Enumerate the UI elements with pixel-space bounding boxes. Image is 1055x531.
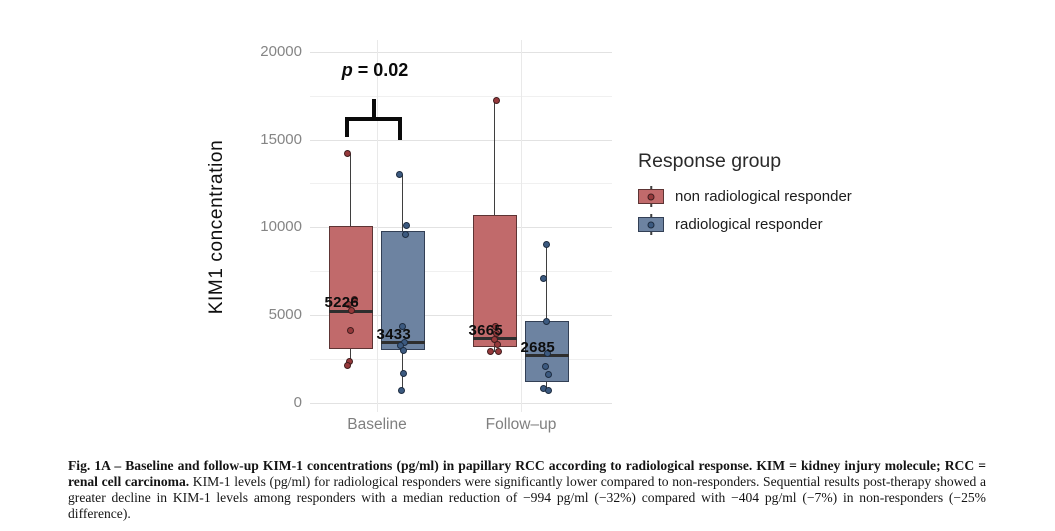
whisker-high — [349, 153, 352, 226]
caption-bold-text: Fig. 1A – Baseline and follow-up KIM-1 c… — [68, 458, 986, 489]
x-tick-label-baseline: Baseline — [347, 416, 407, 433]
data-point — [495, 348, 502, 356]
data-point — [399, 323, 406, 331]
y-tick-label-0: 0 — [293, 394, 302, 411]
caption-body-text: KIM-1 levels (pg/ml) for radiological re… — [68, 473, 986, 521]
median-value-label: 3433 — [376, 325, 412, 343]
p-value-annotation: p = 0.02 — [325, 60, 425, 81]
data-point — [396, 171, 403, 179]
boxplot-key-icon — [638, 214, 664, 235]
p-value-text: = 0.02 — [352, 60, 409, 80]
data-point — [493, 96, 500, 104]
legend-label-non-responder: non radiological responder — [675, 188, 852, 205]
data-point — [492, 322, 499, 330]
data-point — [400, 369, 407, 377]
legend: Response group non radiological responde… — [638, 150, 852, 244]
y-tick-label-5000: 5000 — [268, 306, 302, 323]
gridline-minor — [310, 183, 612, 185]
data-point — [544, 350, 551, 358]
data-point — [347, 327, 354, 335]
gridline-minor — [310, 271, 612, 273]
legend-item-non-responder: non radiological responder — [638, 186, 852, 207]
whisker-low — [349, 348, 352, 363]
data-point — [542, 362, 549, 370]
figure-caption: Fig. 1A – Baseline and follow-up KIM-1 c… — [68, 458, 986, 522]
gridline-major — [310, 139, 612, 141]
significance-bracket-stem — [372, 99, 376, 120]
gridline-vertical — [377, 40, 378, 412]
significance-bracket-left-leg — [345, 117, 349, 137]
y-tick-label-10000: 10000 — [260, 218, 302, 235]
data-point — [348, 307, 355, 315]
x-tick-label-followup: Follow–up — [485, 416, 557, 433]
legend-title: Response group — [638, 150, 782, 172]
data-point — [400, 346, 407, 354]
data-point — [543, 241, 550, 249]
significance-bracket-right-leg — [398, 117, 402, 140]
median-value-label: 5226 — [324, 294, 360, 312]
legend-item-responder: radiological responder — [638, 214, 852, 235]
data-point — [543, 317, 550, 325]
data-point — [487, 347, 494, 355]
gridline-major — [310, 227, 612, 229]
data-point — [540, 274, 547, 282]
data-point — [402, 230, 409, 238]
boxplot-key-icon — [638, 186, 664, 207]
data-point — [403, 222, 410, 230]
gridline-vertical — [521, 40, 522, 412]
data-point — [344, 361, 351, 369]
y-tick-label-15000: 15000 — [260, 131, 302, 148]
gridline-minor — [310, 359, 612, 361]
y-tick-label-20000: 20000 — [260, 43, 302, 60]
data-point — [398, 387, 405, 395]
gridline-major — [310, 51, 612, 53]
p-value-italic-p: p — [341, 60, 353, 80]
data-point — [545, 387, 552, 395]
gridline-minor — [310, 95, 612, 97]
legend-label-responder: radiological responder — [675, 216, 823, 233]
data-point — [545, 371, 552, 379]
median-value-label: 3665 — [468, 321, 504, 339]
whisker-high — [545, 244, 548, 322]
data-point — [344, 150, 351, 158]
plot-area: 5226 3665 3433 2685 — [310, 40, 612, 412]
whisker-high — [493, 100, 496, 216]
y-axis-title: KIM1 concentration — [206, 139, 227, 315]
data-point — [494, 340, 501, 348]
median-value-label: 2685 — [520, 338, 556, 356]
gridline-major — [310, 403, 612, 404]
data-point — [401, 338, 408, 346]
whisker-high — [401, 174, 404, 231]
whisker-low — [493, 346, 496, 353]
gridline-major — [310, 315, 612, 317]
data-point — [351, 295, 358, 303]
